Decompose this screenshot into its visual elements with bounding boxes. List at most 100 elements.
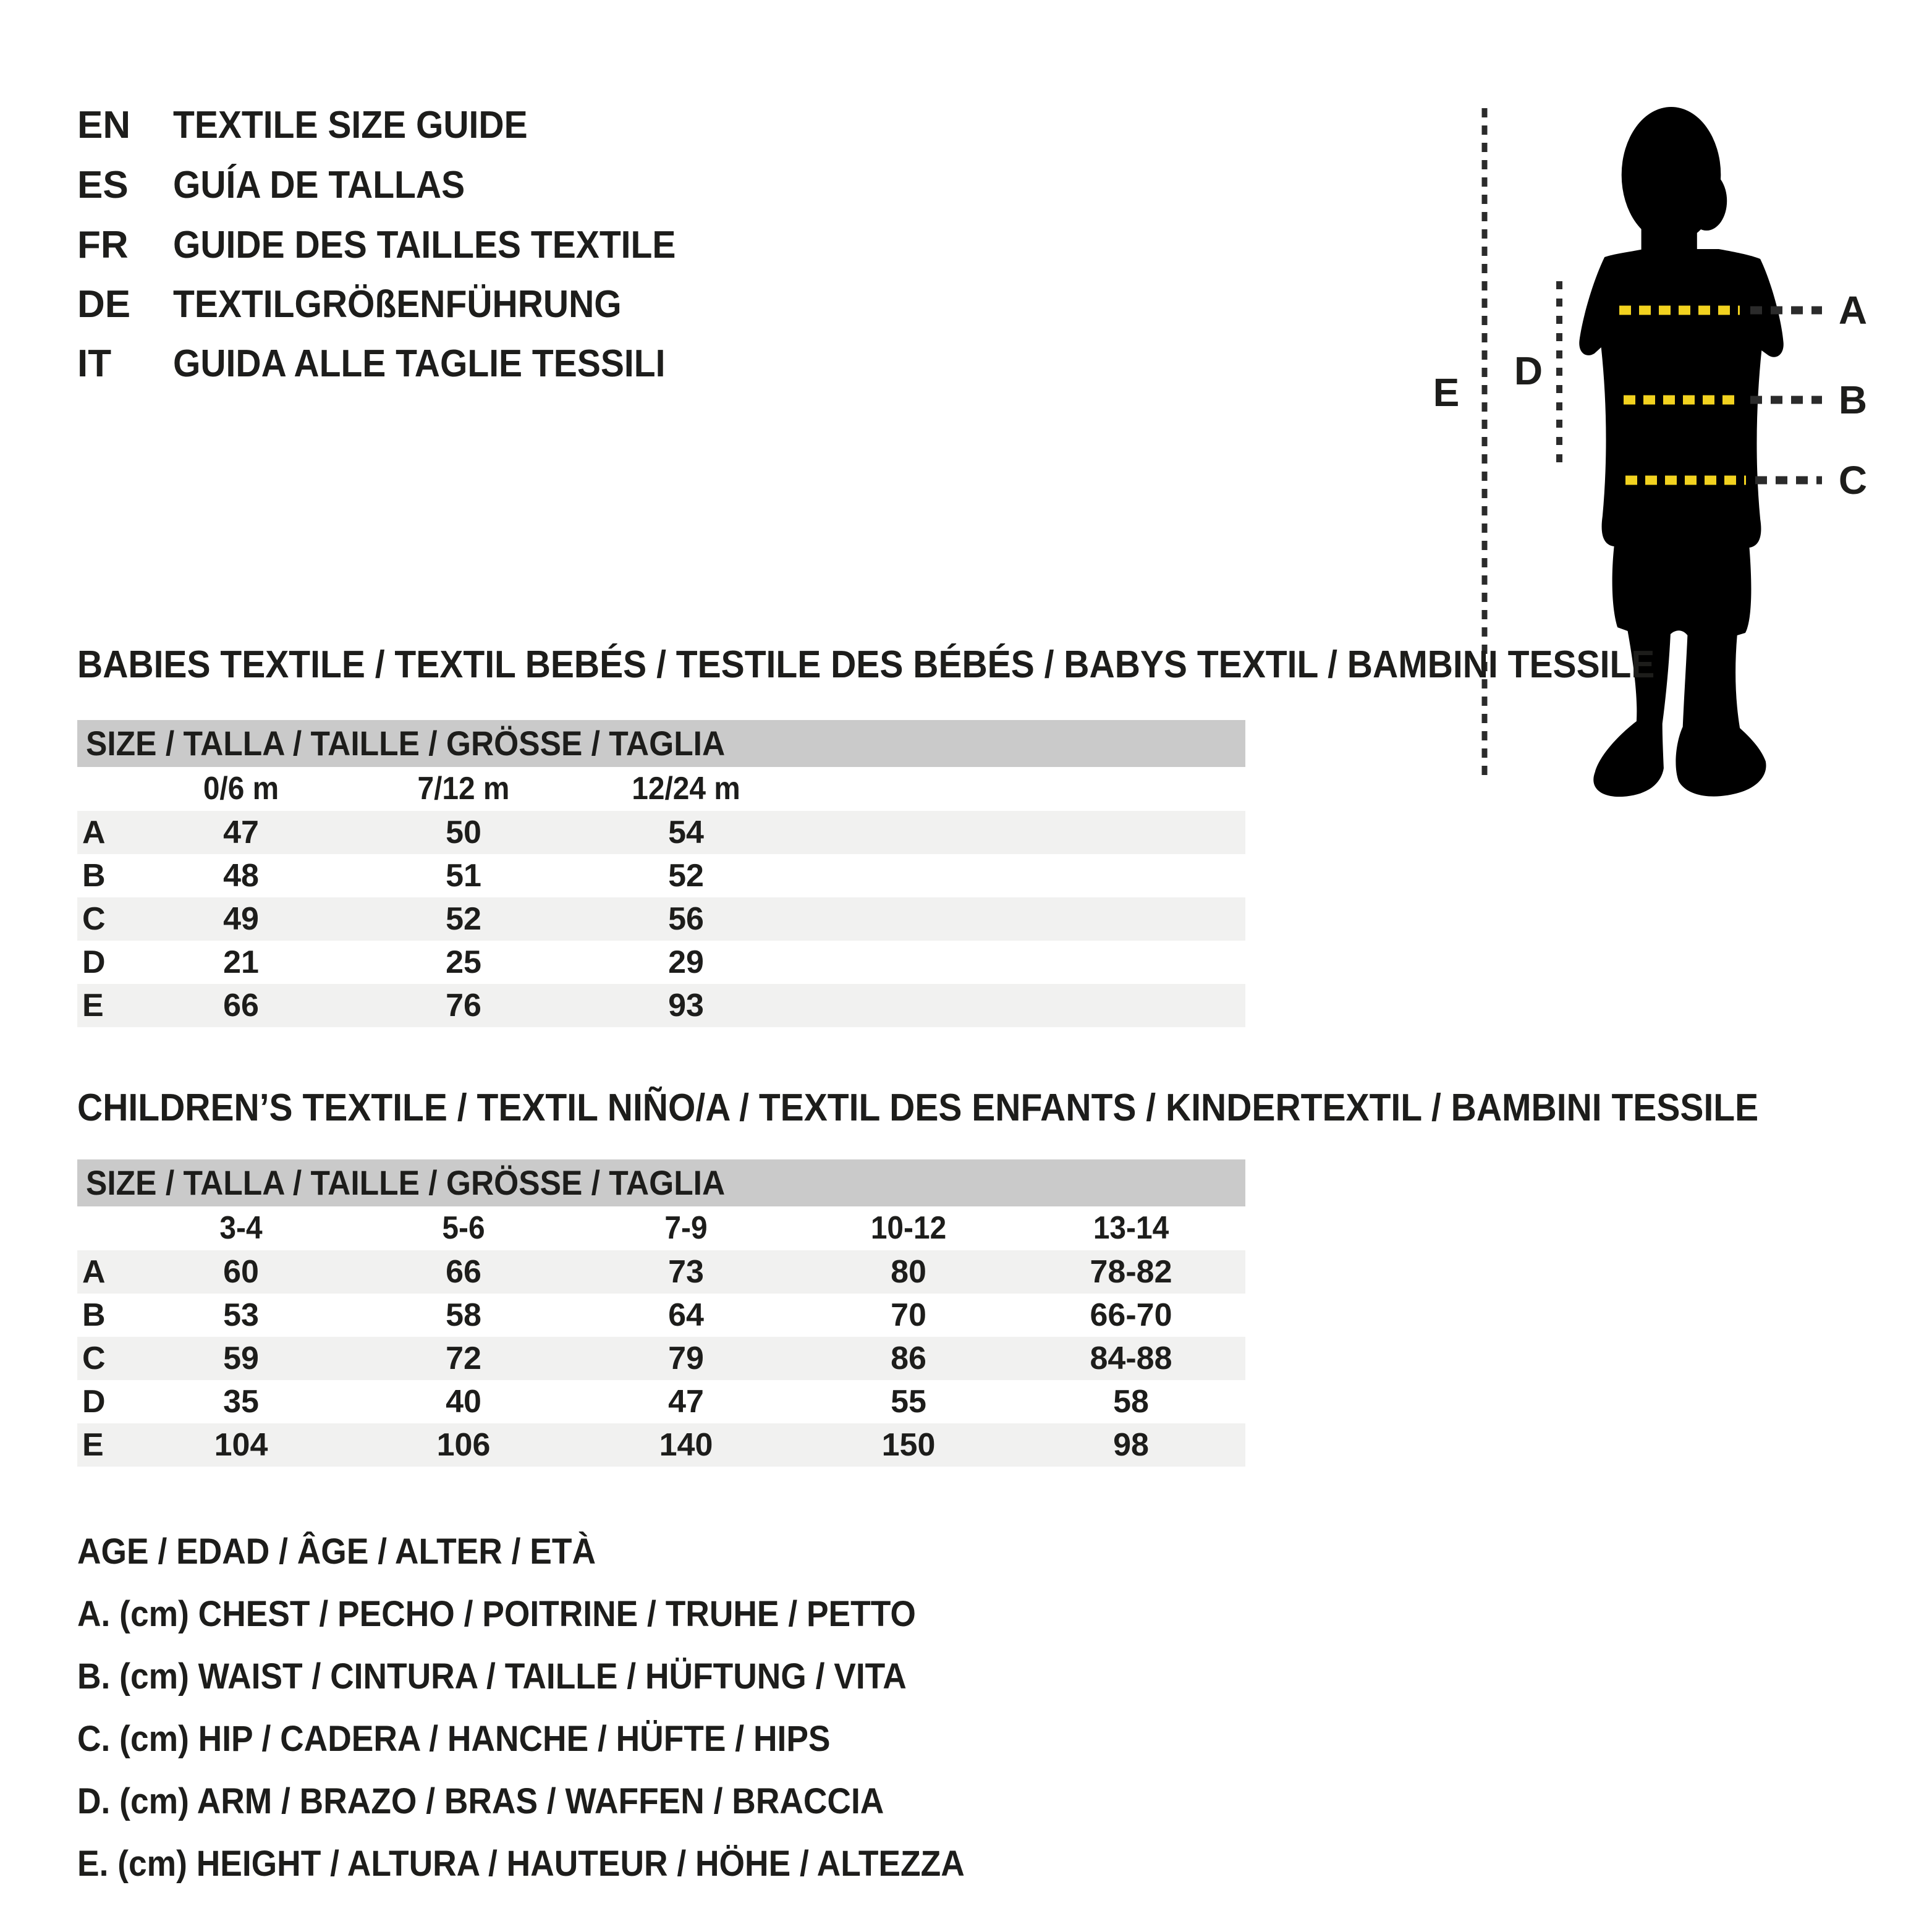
table-row: E 66 76 93 [77, 984, 1245, 1027]
measurement-figure: E D A B C [1433, 107, 1867, 797]
column-header: 12/24 m [632, 771, 740, 807]
cell: 49 [223, 901, 259, 937]
language-row: FR GUIDE DES TAILLES TEXTILE [0, 215, 1051, 275]
legend-row-arm: D. (cm) ARM / BRAZO / BRAS / WAFFEN / BR… [77, 1781, 884, 1821]
size-header-bar: SIZE / TALLA / TAILLE / GRÖSSE / TAGLIA [77, 720, 1245, 767]
language-row: DE TEXTILGRÖßENFÜHRUNG [0, 274, 1051, 334]
cell: 72 [446, 1341, 481, 1376]
babies-size-table: SIZE / TALLA / TAILLE / GRÖSSE / TAGLIA … [77, 720, 1245, 1029]
language-row: EN TEXTILE SIZE GUIDE [0, 95, 1051, 155]
cell: 47 [668, 1384, 704, 1420]
cell: 60 [223, 1254, 259, 1290]
size-header-bar: SIZE / TALLA / TAILLE / GRÖSSE / TAGLIA [77, 1159, 1245, 1206]
cell: 86 [891, 1341, 926, 1376]
language-code: FR [77, 224, 129, 266]
cell: 35 [223, 1384, 259, 1420]
guide-title: TEXTILE SIZE GUIDE [173, 104, 528, 146]
cell: 50 [446, 815, 481, 850]
table-row: E 104 106 140 150 98 [77, 1423, 1245, 1467]
cell: 104 [214, 1427, 268, 1463]
row-label: C [82, 1341, 106, 1376]
figure-label-b: B [1839, 378, 1867, 422]
language-code: IT [77, 342, 112, 385]
table-row: B 48 51 52 [77, 854, 1245, 897]
column-header: 3-4 [219, 1210, 263, 1246]
child-silhouette-icon [1579, 107, 1784, 797]
size-header-label: SIZE / TALLA / TAILLE / GRÖSSE / TAGLIA [86, 1163, 726, 1202]
column-header-row: 3-4 5-6 7-9 10-12 13-14 [77, 1206, 1245, 1250]
legend-row-chest: A. (cm) CHEST / PECHO / POITRINE / TRUHE… [77, 1594, 916, 1634]
column-header: 13-14 [1093, 1210, 1169, 1246]
legend-row-height: E. (cm) HEIGHT / ALTURA / HAUTEUR / HÖHE… [77, 1844, 965, 1884]
row-label: E [82, 988, 104, 1023]
language-code: ES [77, 164, 129, 206]
legend-row-waist: B. (cm) WAIST / CINTURA / TAILLE / HÜFTU… [77, 1656, 907, 1697]
cell: 58 [446, 1297, 481, 1333]
table-row: B 53 58 64 70 66-70 [77, 1294, 1245, 1337]
row-label: B [82, 858, 106, 894]
cell: 98 [1113, 1427, 1149, 1463]
table-row: A 60 66 73 80 78-82 [77, 1250, 1245, 1294]
language-code: DE [77, 283, 131, 326]
cell: 51 [446, 858, 481, 894]
figure-label-a: A [1839, 288, 1867, 333]
cell: 150 [881, 1427, 936, 1463]
guide-title: GUÍA DE TALLAS [173, 164, 465, 206]
row-label: D [82, 944, 106, 980]
cell: 106 [436, 1427, 491, 1463]
cell: 76 [446, 988, 481, 1023]
row-label: B [82, 1297, 106, 1333]
cell: 48 [223, 858, 259, 894]
cell: 93 [668, 988, 704, 1023]
legend-row-age: AGE / EDAD / ÂGE / ALTER / ETÀ [77, 1532, 596, 1572]
figure-label-d: D [1514, 349, 1543, 393]
cell: 66-70 [1090, 1297, 1172, 1333]
column-header-row: 0/6 m 7/12 m 12/24 m [77, 767, 1245, 810]
cell: 64 [668, 1297, 704, 1333]
column-header: 7-9 [664, 1210, 708, 1246]
guide-title: GUIDA ALLE TAGLIE TESSILI [173, 342, 666, 385]
language-row: ES GUÍA DE TALLAS [0, 155, 1051, 215]
column-header: 0/6 m [203, 771, 279, 807]
cell: 21 [223, 944, 259, 980]
cell: 47 [223, 815, 259, 850]
guide-title: TEXTILGRÖßENFÜHRUNG [173, 283, 622, 326]
language-code: EN [77, 104, 131, 146]
babies-section-title: BABIES TEXTILE / TEXTIL BEBÉS / TESTILE … [77, 643, 1655, 686]
legend-row-hip: C. (cm) HIP / CADERA / HANCHE / HÜFTE / … [77, 1719, 831, 1759]
row-label: A [82, 815, 106, 850]
table-row: D 35 40 47 55 58 [77, 1380, 1245, 1423]
cell: 52 [668, 858, 704, 894]
cell: 140 [659, 1427, 713, 1463]
table-row: A 47 50 54 [77, 811, 1245, 854]
size-header-label: SIZE / TALLA / TAILLE / GRÖSSE / TAGLIA [86, 724, 726, 763]
row-label: D [82, 1384, 106, 1420]
figure-label-c: C [1839, 458, 1867, 502]
figure-label-e: E [1433, 370, 1460, 415]
cell: 70 [891, 1297, 926, 1333]
table-row: C 49 52 56 [77, 897, 1245, 941]
cell: 58 [1113, 1384, 1149, 1420]
cell: 53 [223, 1297, 259, 1333]
cell: 52 [446, 901, 481, 937]
cell: 66 [223, 988, 259, 1023]
guide-title: GUIDE DES TAILLES TEXTILE [173, 224, 676, 266]
row-label: A [82, 1254, 106, 1290]
cell: 80 [891, 1254, 926, 1290]
cell: 59 [223, 1341, 259, 1376]
table-row: D 21 25 29 [77, 941, 1245, 984]
cell: 66 [446, 1254, 481, 1290]
cell: 40 [446, 1384, 481, 1420]
cell: 56 [668, 901, 704, 937]
cell: 25 [446, 944, 481, 980]
column-header: 5-6 [442, 1210, 485, 1246]
row-label: C [82, 901, 106, 937]
children-size-table: SIZE / TALLA / TAILLE / GRÖSSE / TAGLIA … [77, 1159, 1245, 1468]
cell: 78-82 [1090, 1254, 1172, 1290]
cell: 29 [668, 944, 704, 980]
cell: 55 [891, 1384, 926, 1420]
cell: 79 [668, 1341, 704, 1376]
column-header: 7/12 m [417, 771, 510, 807]
row-label: E [82, 1427, 104, 1463]
language-row: IT GUIDA ALLE TAGLIE TESSILI [0, 334, 1051, 394]
